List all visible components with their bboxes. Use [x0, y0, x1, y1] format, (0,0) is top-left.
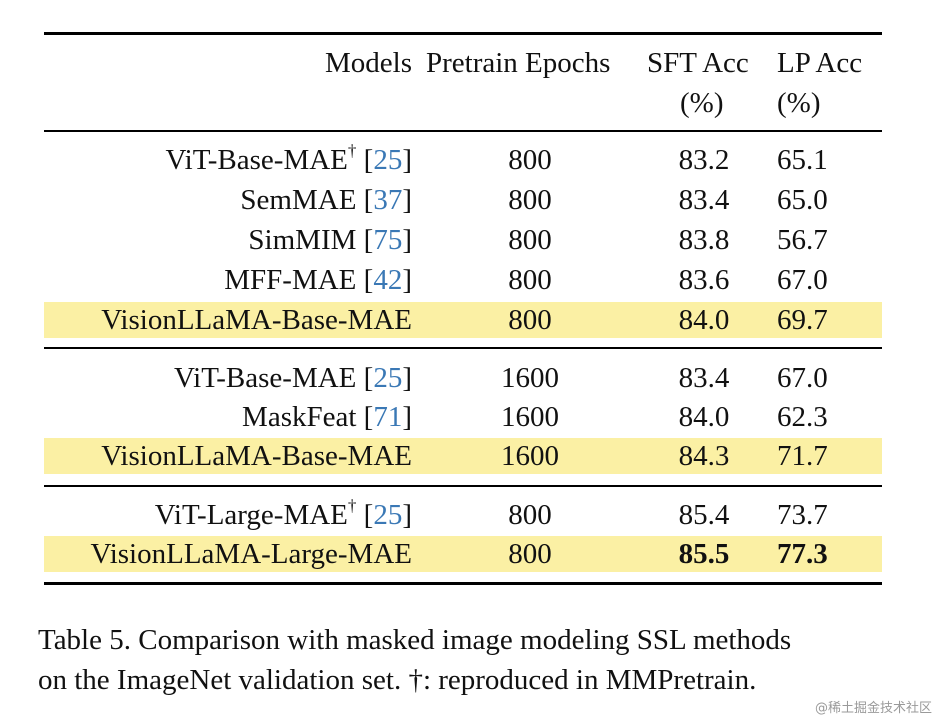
pretrain-epochs-cell: 800 — [508, 499, 552, 531]
sft-acc-cell: 85.5 — [678, 538, 730, 570]
model-name-cell: MFF-MAE [42] — [224, 264, 412, 296]
lp-acc-cell: 65.1 — [777, 144, 828, 176]
sft-acc-cell: 84.0 — [678, 401, 730, 433]
citation-link[interactable]: 25 — [373, 144, 403, 176]
model-name-cell: SimMIM [75] — [248, 224, 412, 256]
pretrain-epochs-cell: 1600 — [501, 440, 559, 472]
header-epochs: Pretrain Epochs — [426, 47, 611, 79]
citation-link[interactable]: 71 — [373, 401, 403, 433]
header-sft: SFT Acc — [647, 47, 749, 79]
model-name: SimMIM — [248, 224, 357, 256]
pretrain-epochs-cell: 800 — [508, 144, 552, 176]
row-highlight — [44, 302, 882, 338]
lp-acc-cell: 71.7 — [777, 440, 828, 472]
sft-acc-cell: 85.4 — [678, 499, 730, 531]
sft-acc-cell: 83.2 — [678, 144, 730, 176]
lp-acc-cell: 62.3 — [777, 401, 828, 433]
pretrain-epochs-cell: 800 — [508, 184, 552, 216]
sft-acc-cell: 84.3 — [678, 440, 730, 472]
row-highlight — [44, 536, 882, 572]
model-name: VisionLLaMA-Base-MAE — [101, 440, 412, 472]
model-name: SemMAE — [240, 184, 357, 216]
sft-acc-cell: 84.0 — [678, 304, 730, 336]
lp-acc-cell: 56.7 — [777, 224, 828, 256]
model-name: ViT-Large-MAE — [154, 499, 348, 531]
model-name: ViT-Base-MAE — [165, 144, 348, 176]
watermark: @稀土掘金技术社区 — [814, 701, 932, 716]
header-lp: LP Acc — [777, 47, 863, 79]
pretrain-epochs-cell: 800 — [508, 304, 552, 336]
pretrain-epochs-cell: 800 — [508, 224, 552, 256]
dagger-mark: † — [347, 141, 357, 160]
citation-link[interactable]: 42 — [373, 264, 403, 296]
model-name-cell: SemMAE [37] — [240, 184, 412, 216]
model-name-cell: ViT-Base-MAE [25] — [173, 362, 412, 394]
model-name: MFF-MAE — [224, 264, 357, 296]
header-sft-unit: (%) — [680, 87, 724, 119]
pretrain-epochs-cell: 1600 — [501, 401, 559, 433]
citation-link[interactable]: 37 — [373, 184, 403, 216]
citation-link[interactable]: 75 — [373, 224, 403, 256]
lp-acc-cell: 67.0 — [777, 362, 828, 394]
lp-acc-cell: 67.0 — [777, 264, 828, 296]
model-name-cell: VisionLLaMA-Large-MAE — [91, 536, 412, 572]
citation-link[interactable]: 25 — [373, 499, 403, 531]
lp-acc-cell: 69.7 — [777, 304, 828, 336]
bottom-rule — [44, 582, 882, 585]
model-name-cell: ViT-Base-MAE† [25] — [165, 141, 412, 176]
sft-acc-cell: 83.6 — [678, 264, 730, 296]
lp-acc-cell: 65.0 — [777, 184, 828, 216]
sft-acc-cell: 83.8 — [678, 224, 730, 256]
header-rule — [44, 130, 882, 132]
table-caption: Table 5. Comparison with masked image mo… — [38, 620, 918, 700]
caption-line-1: Table 5. Comparison with masked image mo… — [38, 624, 792, 656]
group2-rule — [44, 485, 882, 487]
model-name-cell: MaskFeat [71] — [242, 401, 412, 433]
model-name: VisionLLaMA-Base-MAE — [101, 304, 412, 336]
pretrain-epochs-cell: 800 — [508, 538, 552, 570]
pretrain-epochs-cell: 800 — [508, 264, 552, 296]
header-lp-unit: (%) — [777, 87, 821, 119]
caption-line-2: on the ImageNet validation set. †: repro… — [38, 664, 757, 696]
sft-acc-cell: 83.4 — [678, 184, 730, 216]
header-models: Models — [325, 47, 412, 79]
model-name-cell: ViT-Large-MAE† [25] — [154, 496, 412, 531]
model-name: MaskFeat — [242, 401, 357, 433]
sft-acc-cell: 83.4 — [678, 362, 730, 394]
model-name: VisionLLaMA-Large-MAE — [90, 538, 412, 570]
pretrain-epochs-cell: 1600 — [501, 362, 559, 394]
lp-acc-cell: 77.3 — [777, 538, 828, 570]
group1-rule — [44, 347, 882, 349]
model-name-cell: VisionLLaMA-Base-MAE — [101, 438, 412, 474]
dagger-mark: † — [347, 496, 357, 515]
model-name: ViT-Base-MAE — [173, 362, 357, 394]
citation-link[interactable]: 25 — [373, 362, 403, 394]
model-name-cell: VisionLLaMA-Base-MAE — [101, 302, 412, 338]
row-highlight — [44, 438, 882, 474]
top-rule — [44, 32, 882, 35]
lp-acc-cell: 73.7 — [777, 499, 828, 531]
